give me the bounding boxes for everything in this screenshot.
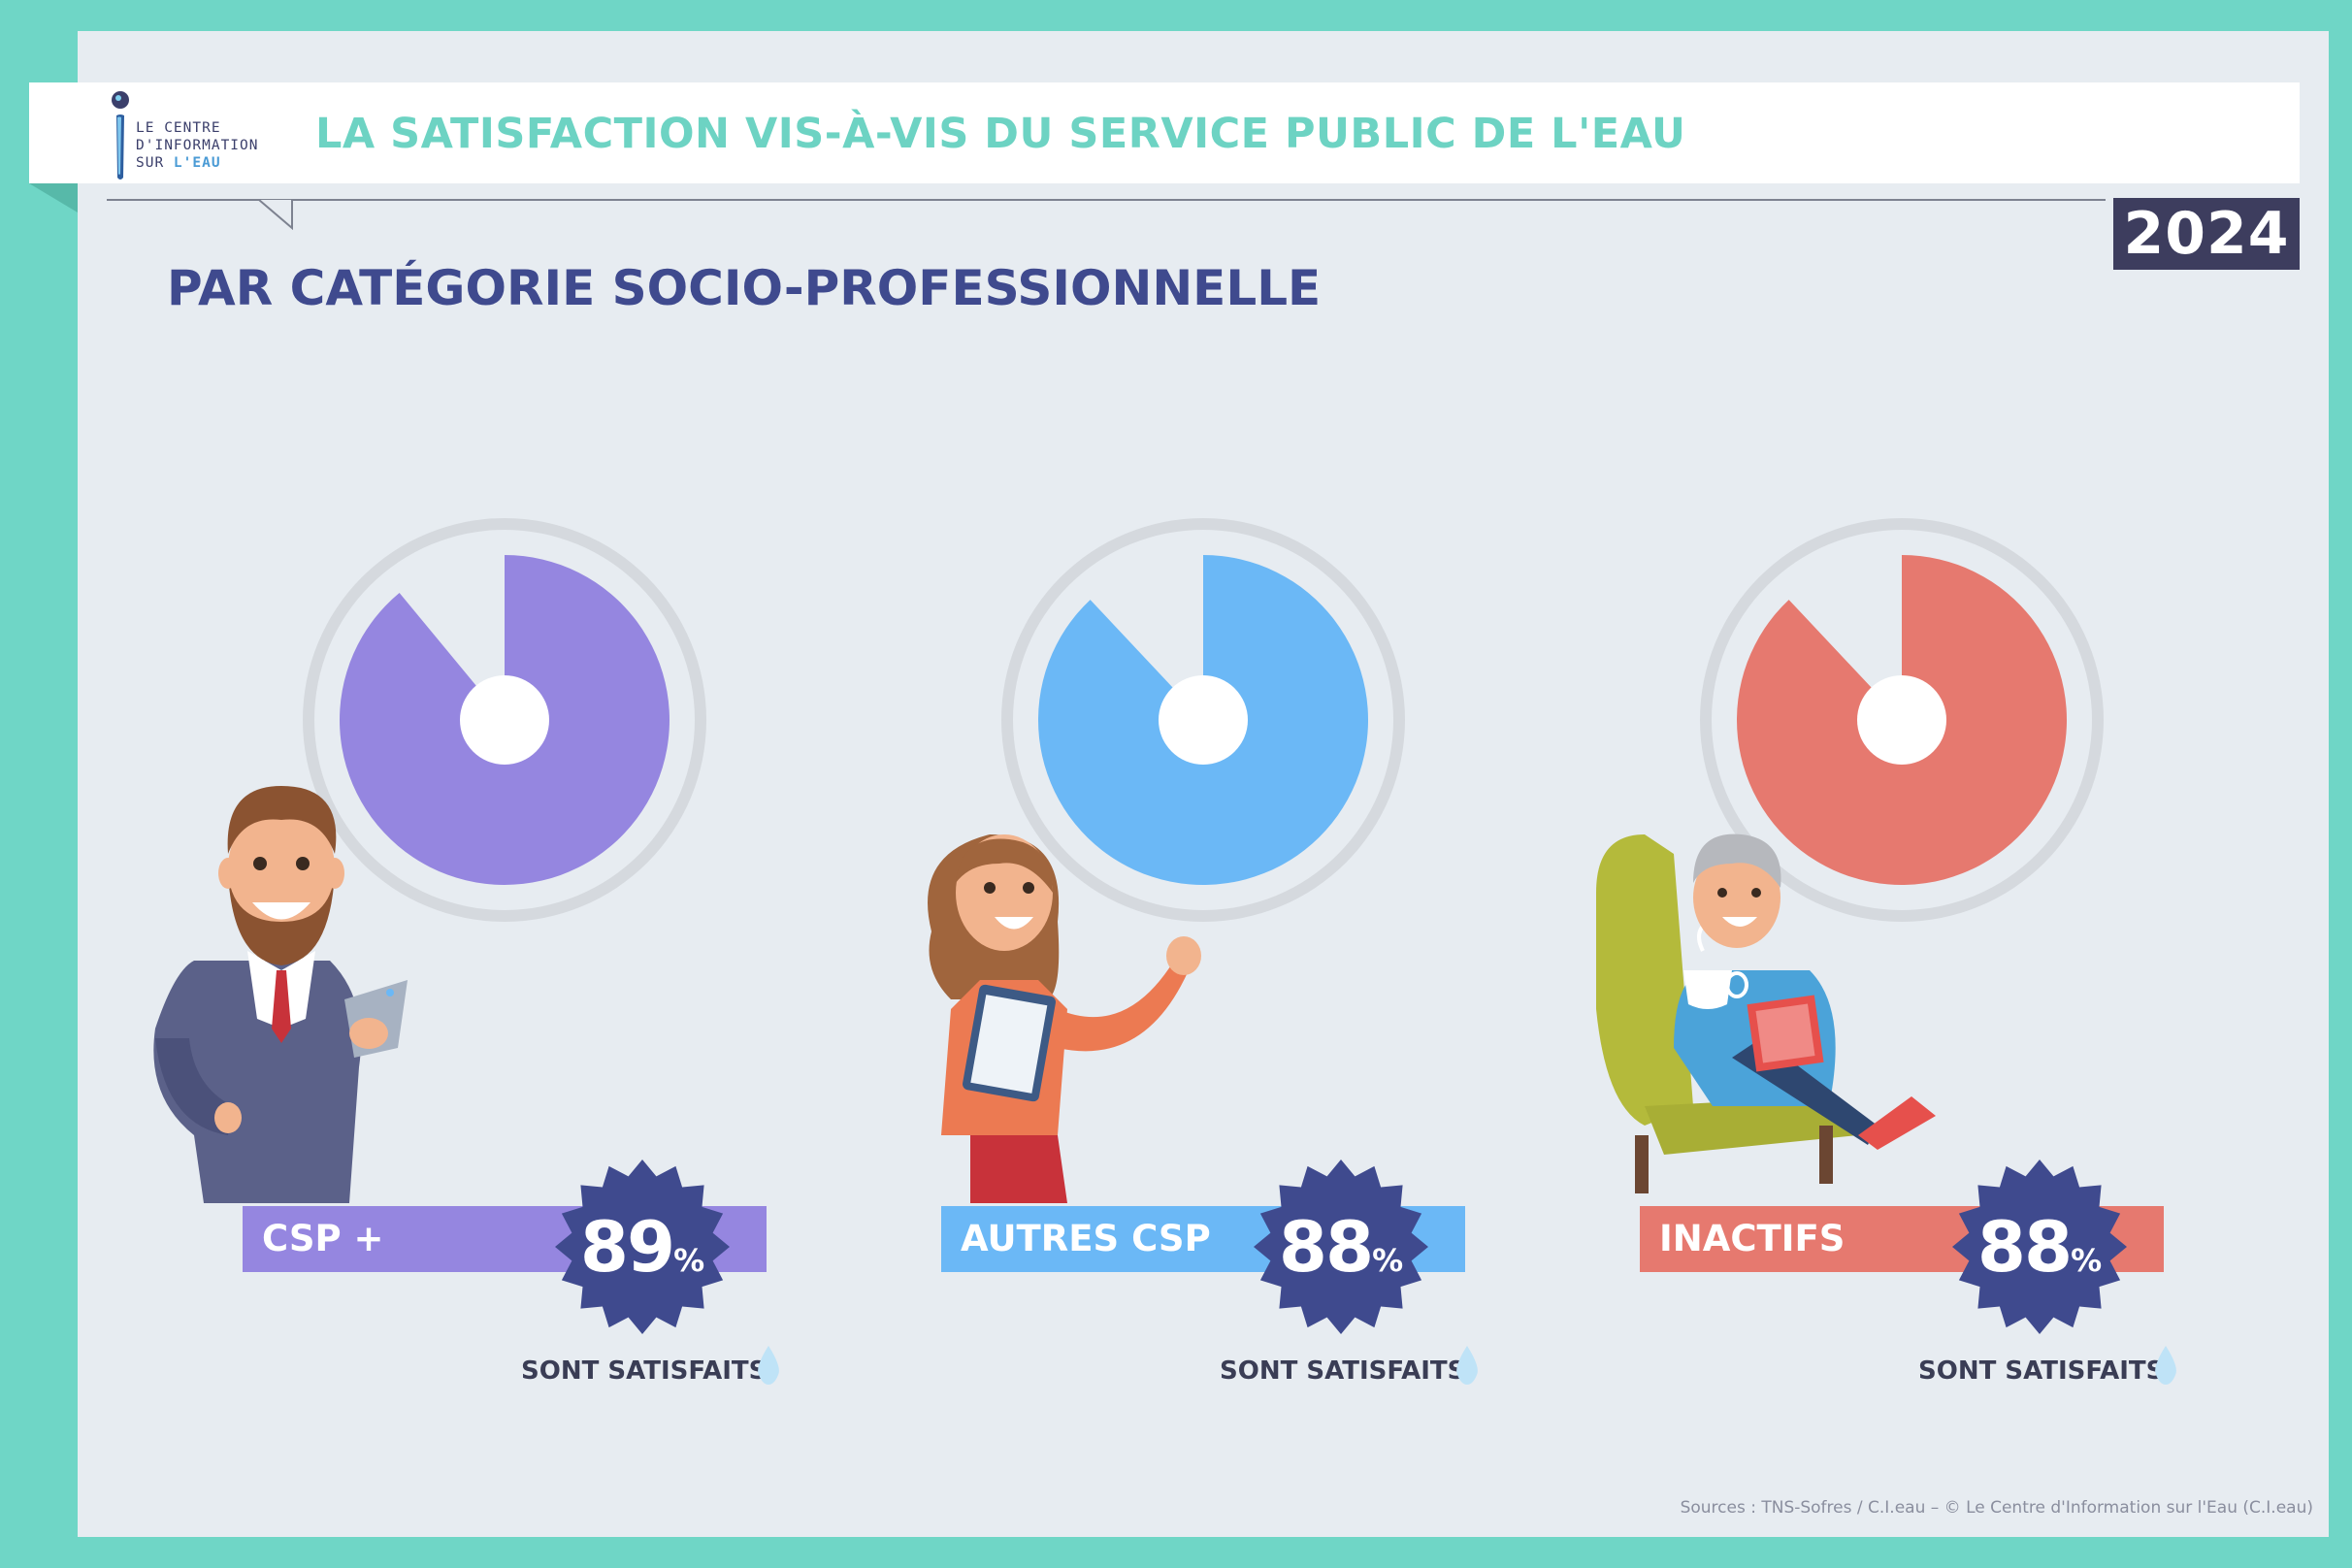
value-label: 88% bbox=[1278, 1206, 1404, 1288]
water-drop-icon bbox=[758, 1346, 779, 1385]
gauge-3 bbox=[1700, 518, 2104, 922]
header-fold bbox=[29, 183, 78, 212]
section-subtitle: PAR CATÉGORIE SOCIO-PROFESSIONNELLE bbox=[167, 260, 1322, 316]
satisfied-caption: SONT SATISFAITS bbox=[1220, 1356, 1466, 1386]
category-label: AUTRES CSP bbox=[961, 1218, 1211, 1259]
water-drop-icon bbox=[2155, 1346, 2176, 1385]
gauge-1 bbox=[303, 518, 706, 922]
gauge-hub bbox=[1857, 675, 1946, 765]
logo: LE CENTRE D'INFORMATION SUR L'EAU bbox=[78, 82, 310, 183]
woman-illustration bbox=[928, 834, 1201, 1203]
value-badge: 88% bbox=[1950, 1158, 2129, 1336]
source-note: Sources : TNS-Sofres / C.I.eau – © Le Ce… bbox=[1680, 1498, 2313, 1518]
category-label: CSP + bbox=[262, 1218, 384, 1259]
gauge-hub bbox=[1159, 675, 1248, 765]
starburst-shape bbox=[1254, 1160, 1428, 1334]
divider-line bbox=[107, 199, 2106, 201]
retiree-illustration bbox=[1596, 833, 1936, 1193]
callout-notch bbox=[258, 199, 293, 230]
gauge-2 bbox=[1001, 518, 1405, 922]
starburst-icon bbox=[1254, 1160, 1428, 1334]
starburst-shape bbox=[555, 1160, 730, 1334]
value-label: 88% bbox=[1976, 1206, 2103, 1288]
value-label: 89% bbox=[579, 1206, 705, 1288]
logo-drop-icon bbox=[112, 91, 129, 180]
starburst-shape bbox=[1952, 1160, 2127, 1334]
businessman-illustration bbox=[153, 786, 408, 1203]
satisfied-caption: SONT SATISFAITS bbox=[1918, 1356, 2165, 1386]
satisfied-caption: SONT SATISFAITS bbox=[521, 1356, 768, 1386]
gauge-hub bbox=[460, 675, 549, 765]
year-badge: 2024 bbox=[2113, 198, 2300, 270]
value-badge: 88% bbox=[1252, 1158, 1430, 1336]
logo-text: LE CENTRE D'INFORMATION SUR L'EAU bbox=[136, 120, 259, 171]
page-title: LA SATISFACTION VIS-À-VIS DU SERVICE PUB… bbox=[315, 110, 1686, 158]
water-drop-icon bbox=[1456, 1346, 1478, 1385]
starburst-icon bbox=[555, 1160, 730, 1334]
starburst-icon bbox=[1952, 1160, 2127, 1334]
header-bar: LE CENTRE D'INFORMATION SUR L'EAU LA SAT… bbox=[29, 82, 2300, 183]
category-label: INACTIFS bbox=[1659, 1218, 1846, 1259]
value-badge: 89% bbox=[553, 1158, 732, 1336]
